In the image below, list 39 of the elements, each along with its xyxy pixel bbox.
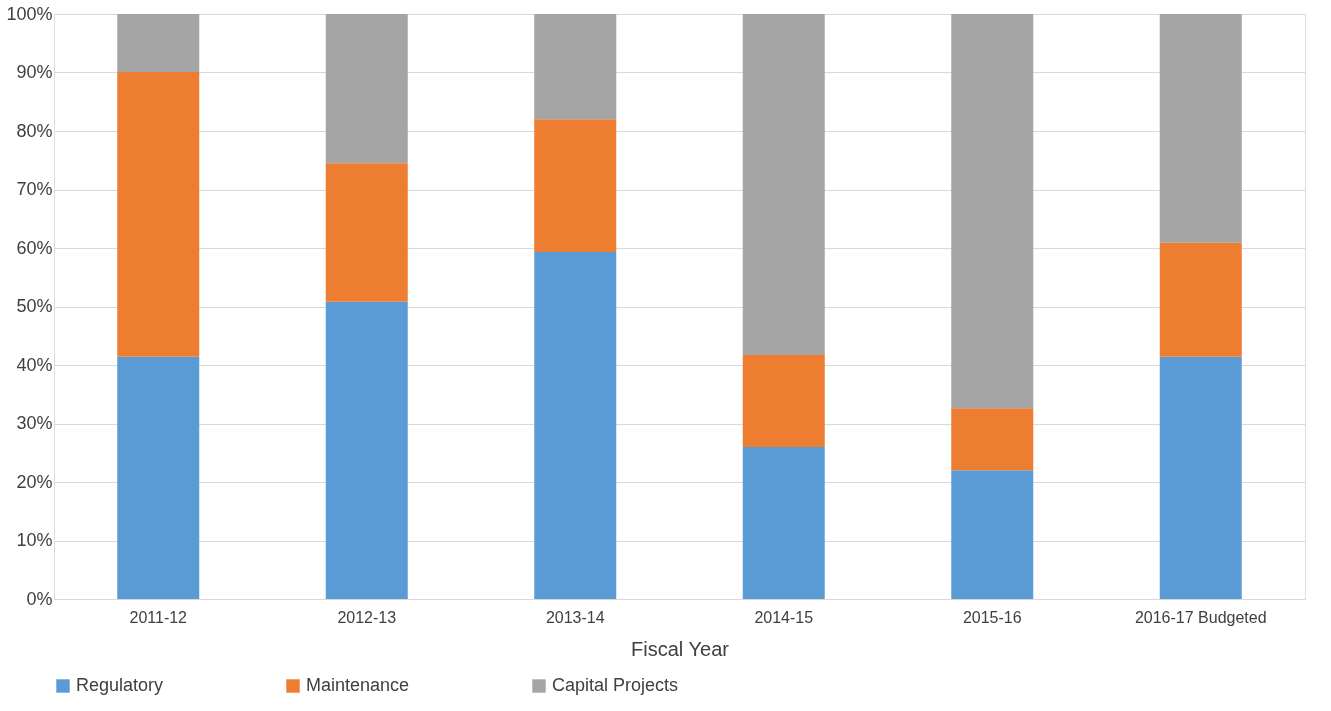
y-tick-label: 70% <box>16 179 53 199</box>
bar <box>534 14 617 120</box>
legend-label: Maintenance <box>306 675 410 695</box>
bar <box>534 119 617 253</box>
bar <box>1159 242 1242 357</box>
x-tick-label: 2011-12 <box>129 608 188 626</box>
bar <box>1159 356 1242 599</box>
bar <box>325 14 408 164</box>
bar <box>951 408 1034 471</box>
bar <box>534 252 617 599</box>
legend-label: Regulatory <box>76 675 164 695</box>
bar <box>742 14 825 356</box>
bar <box>117 71 200 357</box>
x-axis-title: Fiscal Year <box>631 637 730 660</box>
y-tick-label: 10% <box>16 530 53 550</box>
y-tick-label: 0% <box>26 588 53 609</box>
x-tick-label: 2014-15 <box>754 608 814 626</box>
x-tick-label: 2015-16 <box>962 608 1022 626</box>
y-tick-label: 100% <box>6 3 53 24</box>
bar <box>951 14 1034 409</box>
bar <box>325 163 408 302</box>
x-tick-label: 2013-14 <box>545 608 605 626</box>
bar <box>325 301 408 599</box>
y-tick-label: 30% <box>16 413 53 433</box>
y-tick-label: 20% <box>16 471 53 492</box>
x-tick-label: 2012-13 <box>337 608 397 626</box>
bar <box>117 356 200 599</box>
y-tick-label: 40% <box>16 354 53 375</box>
bar <box>117 14 200 72</box>
y-tick-label: 60% <box>16 237 53 258</box>
bar <box>742 355 825 447</box>
y-tick-label: 90% <box>16 62 53 82</box>
bar <box>742 446 825 599</box>
legend-label: Capital Projects <box>552 675 679 695</box>
bar <box>951 470 1034 599</box>
y-tick-label: 50% <box>16 296 53 316</box>
bar <box>1159 14 1242 243</box>
x-tick-label: 2016-17 Budgeted <box>1134 608 1267 626</box>
y-tick-label: 80% <box>16 120 53 141</box>
